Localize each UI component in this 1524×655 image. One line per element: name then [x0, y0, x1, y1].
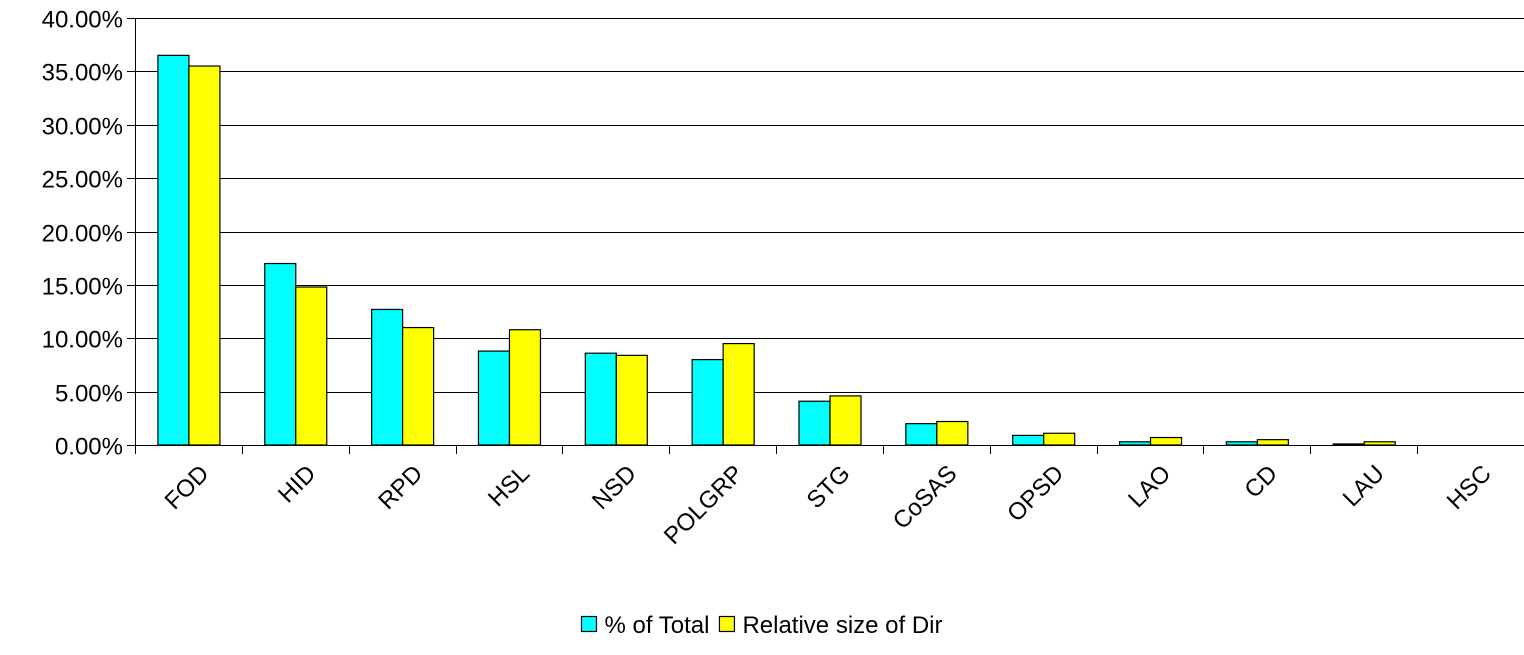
y-tick-label: 35.00% — [42, 60, 123, 87]
bar-lao-series-2 — [1149, 436, 1183, 446]
legend-swatch-series-1 — [580, 615, 598, 633]
bar-opsd-series-2 — [1043, 432, 1076, 446]
y-tick-label: 25.00% — [42, 167, 123, 194]
bar-nsd-series-2 — [615, 354, 648, 446]
bar-cd-series-2 — [1256, 439, 1289, 446]
legend-swatch-series-2 — [718, 615, 736, 633]
y-tick-label: 5.00% — [55, 381, 123, 408]
axes — [127, 18, 1524, 454]
x-category-label: HID — [273, 460, 321, 508]
bar-hid-series-1 — [264, 262, 297, 446]
bar-lau-series-1 — [1332, 443, 1365, 446]
bar-fod-series-2 — [188, 65, 221, 446]
x-category-label: OPSD — [1002, 460, 1069, 527]
bar-hid-series-2 — [295, 286, 328, 446]
y-tick-label: 10.00% — [42, 327, 123, 354]
x-category-label: HSC — [1442, 460, 1497, 515]
bar-stg-series-1 — [798, 400, 831, 446]
y-tick-label: 0.00% — [55, 434, 123, 461]
bar-stg-series-2 — [829, 395, 862, 446]
x-category-label: CoSAS — [888, 460, 963, 535]
bar-fod-series-1 — [157, 54, 190, 446]
y-tick-label: 20.00% — [42, 221, 123, 248]
y-tick-label: 30.00% — [42, 114, 123, 141]
bar-polgrp-series-2 — [722, 342, 755, 446]
x-category-label: POLGRP — [659, 460, 749, 550]
x-category-label: LAO — [1123, 460, 1176, 513]
bar-lao-series-1 — [1118, 441, 1152, 446]
bar-cd-series-1 — [1225, 441, 1258, 446]
bar-hsl-series-2 — [508, 329, 542, 446]
bar-polgrp-series-1 — [691, 359, 724, 446]
bar-cosas-series-2 — [936, 420, 969, 446]
x-category-label: FOD — [160, 460, 215, 515]
bar-rpd-series-2 — [402, 326, 435, 446]
legend: % of Total Relative size of Dir — [580, 612, 943, 639]
bar-hsl-series-1 — [477, 350, 511, 446]
x-category-label: STG — [802, 460, 856, 514]
y-tick-label: 40.00% — [42, 7, 123, 34]
x-category-label: CD — [1239, 460, 1283, 504]
bar-cosas-series-1 — [905, 423, 938, 446]
bar-lau-series-2 — [1363, 441, 1396, 446]
bar-opsd-series-1 — [1012, 434, 1045, 446]
bar-rpd-series-1 — [371, 308, 404, 446]
y-tick-label: 15.00% — [42, 274, 123, 301]
x-category-label: RPD — [373, 460, 428, 515]
y-tick-labels: 0.00% 5.00% 10.00% 15.00% 20.00% 25.00% 30.00%… — [42, 7, 123, 461]
x-category-label: NSD — [587, 460, 642, 515]
legend-label-series-2: Relative size of Dir — [742, 612, 942, 639]
x-category-label: LAU — [1338, 460, 1390, 512]
x-category-label: HSL — [483, 460, 535, 512]
grid-lines — [135, 18, 1524, 393]
bar-nsd-series-1 — [584, 352, 617, 446]
bars — [157, 54, 1396, 446]
legend-label-series-1: % of Total — [604, 612, 709, 639]
x-category-labels: FOD HID RPD HSL NSD POLGRP STG CoSAS OPSD LAO CD LA… — [160, 460, 1497, 550]
